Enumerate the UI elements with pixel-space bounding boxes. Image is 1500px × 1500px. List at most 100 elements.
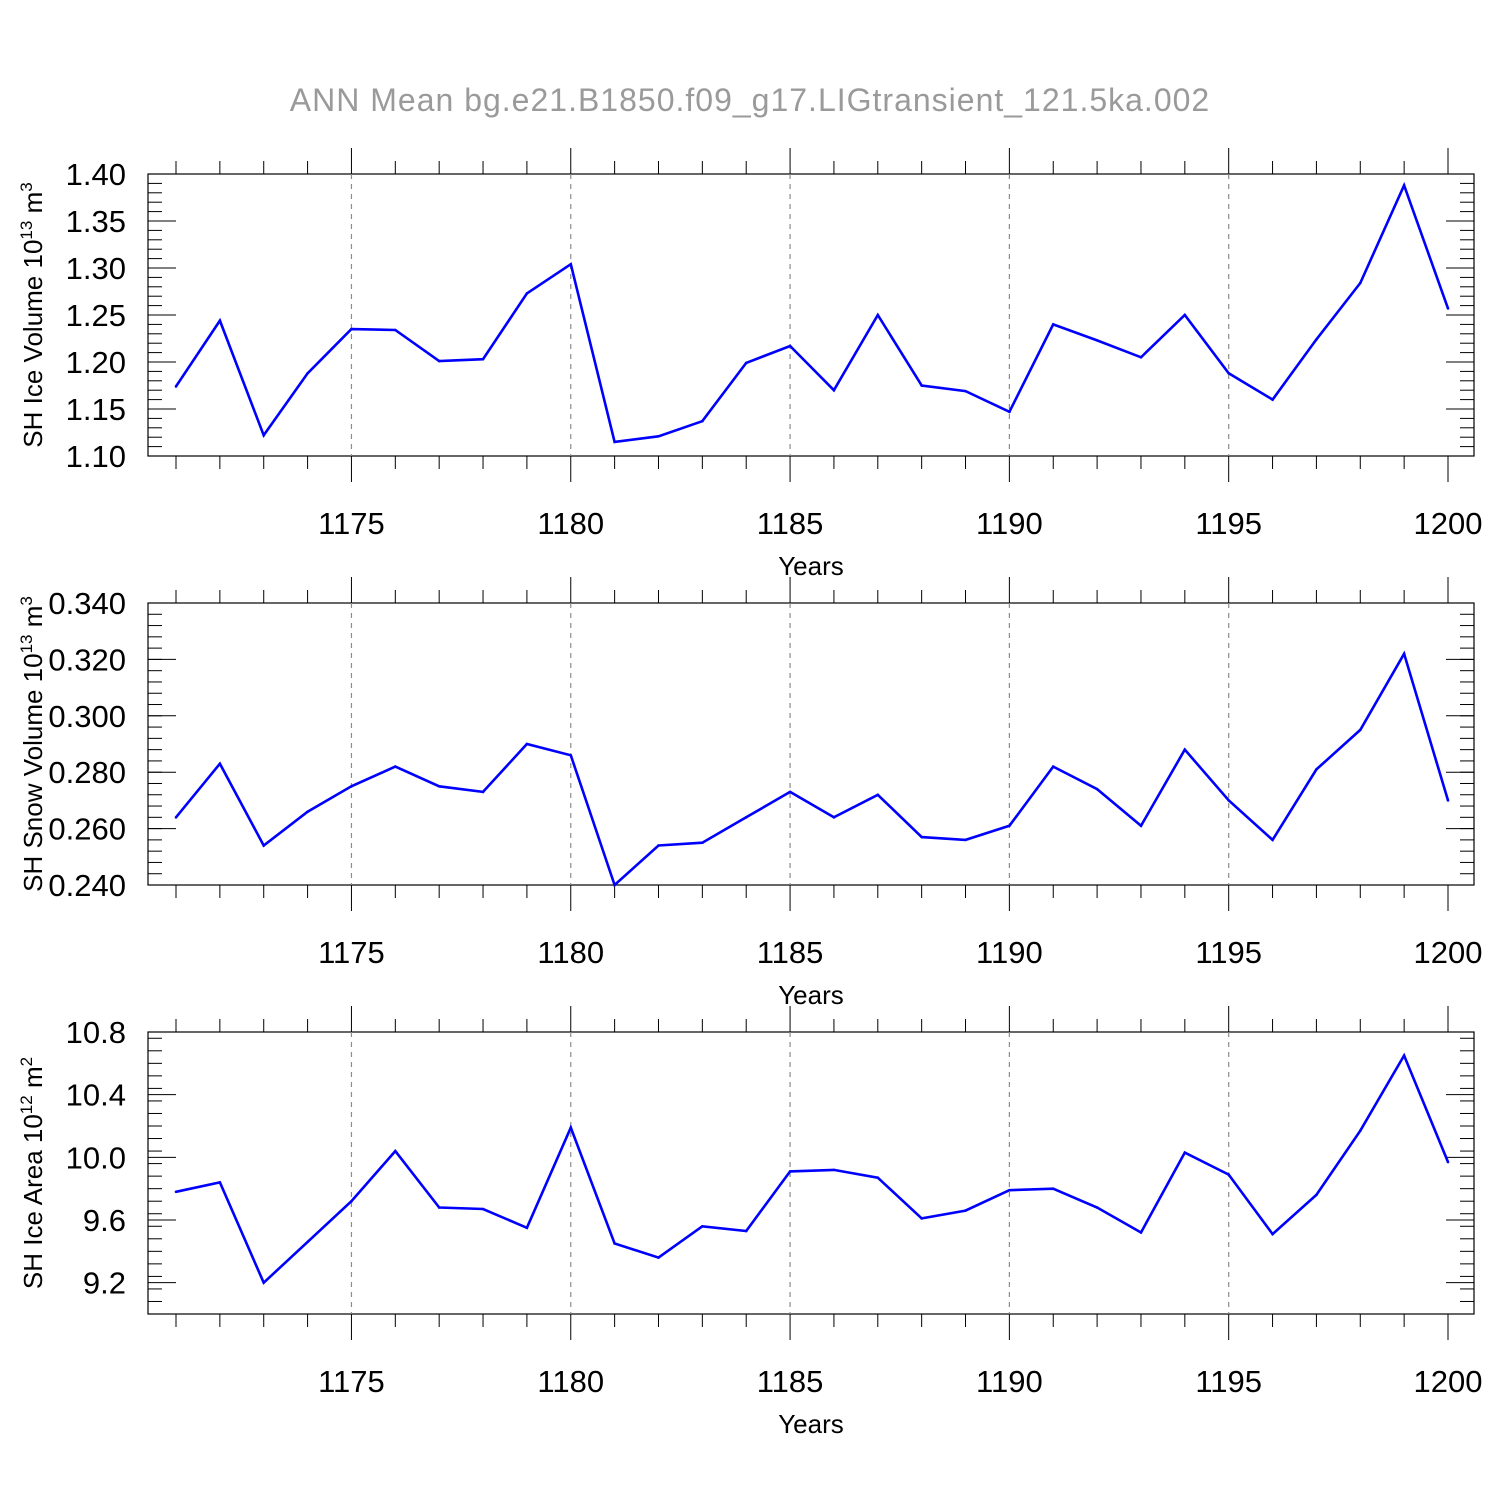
- panel-2: 1175 1180 1185 1190 1195 1200 Years 0.240 0.260 0…: [17, 577, 1482, 1010]
- data-point: [350, 1199, 353, 1203]
- data-point: [920, 835, 923, 839]
- data-point: [832, 388, 836, 392]
- data-point: [1051, 1187, 1055, 1190]
- data-point: [262, 434, 266, 437]
- data-point: [1139, 356, 1143, 359]
- data-point: [788, 1170, 792, 1173]
- y-axis-title: SH Ice Volume 1013 m3: [17, 182, 48, 447]
- y-axis-title-superscript: 12: [17, 1095, 36, 1114]
- data-point: [1402, 183, 1406, 187]
- data-point: [1227, 799, 1230, 802]
- data-point: [1008, 824, 1011, 828]
- data-point: [744, 361, 748, 365]
- data-point: [1139, 824, 1143, 828]
- data-point: [1051, 323, 1055, 326]
- y-axis-title-part: m: [18, 1066, 48, 1095]
- y-tick-label: 0.340: [48, 586, 126, 621]
- y-tick-label: 1.15: [66, 392, 126, 427]
- data-point: [525, 742, 529, 746]
- data-point: [569, 1126, 573, 1129]
- y-axis-title-superscript: 13: [17, 221, 36, 240]
- data-point: [788, 344, 792, 348]
- data-point: [1227, 1173, 1230, 1176]
- data-point: [306, 371, 309, 375]
- plot-frame: [147, 1031, 1475, 1315]
- x-tick-label: 1185: [757, 935, 824, 970]
- y-tick-label: 1.25: [66, 298, 126, 333]
- data-point: [964, 1209, 967, 1212]
- plot-frame: [147, 173, 1475, 457]
- data-point: [1358, 1129, 1362, 1132]
- data-point: [788, 790, 792, 794]
- data-point: [569, 262, 573, 266]
- data-point: [394, 765, 397, 768]
- x-tick-label: 1190: [976, 935, 1043, 970]
- x-tick-label: 1190: [976, 506, 1043, 541]
- data-point: [437, 359, 441, 363]
- y-axis-title-part: SH Ice Area 10: [18, 1114, 48, 1289]
- data-point: [1008, 410, 1011, 414]
- data-point: [1271, 398, 1274, 401]
- data-point: [920, 1217, 923, 1220]
- data-point: [1315, 768, 1318, 771]
- y-tick-label: 0.320: [48, 642, 126, 677]
- series-line: [174, 650, 1450, 888]
- y-tick-label: 0.260: [48, 812, 126, 847]
- series-line: [175, 1052, 1450, 1285]
- data-point: [1095, 339, 1099, 342]
- y-axis-title-superscript: 2: [17, 1057, 36, 1066]
- data-point: [657, 1256, 660, 1259]
- data-point: [613, 883, 616, 887]
- y-axis-title-superscript: 3: [17, 596, 36, 605]
- y-tick-label: 9.2: [83, 1266, 126, 1301]
- plot-frame: [147, 602, 1475, 886]
- x-axis-title: Years: [778, 1409, 844, 1439]
- data-point: [1051, 765, 1055, 768]
- x-tick-label: 1180: [537, 1364, 604, 1399]
- data-point: [1446, 799, 1450, 802]
- data-point: [1358, 728, 1362, 732]
- y-axis-title-part: m: [18, 606, 48, 635]
- y-tick-label: 1.10: [66, 439, 126, 474]
- data-point: [1446, 1160, 1450, 1164]
- series-line: [174, 181, 1450, 444]
- data-point: [262, 844, 266, 847]
- data-point: [1271, 1232, 1274, 1236]
- panel-3: 1175 1180 1185 1190 1195 1200 Years 9.2 9.6 10.0 1…: [17, 1006, 1482, 1439]
- data-point: [481, 790, 485, 794]
- data-point: [613, 440, 616, 444]
- data-point: [350, 785, 353, 788]
- data-point: [701, 1224, 704, 1228]
- data-point: [174, 816, 178, 819]
- data-point: [744, 1229, 748, 1233]
- y-tick-label: 1.35: [66, 204, 126, 239]
- x-tick-label: 1200: [1414, 1364, 1483, 1399]
- data-point: [437, 785, 441, 788]
- data-point: [1183, 748, 1187, 751]
- y-axis-title-superscript: 3: [17, 182, 36, 191]
- data-point: [701, 419, 704, 423]
- data-point: [569, 753, 573, 757]
- data-point: [218, 319, 222, 322]
- data-point: [481, 1207, 485, 1211]
- data-point: [1271, 838, 1274, 842]
- data-point: [657, 844, 660, 847]
- y-tick-label: 10.8: [66, 1015, 126, 1050]
- panel-1: 1175 1180 1185 1190 1195 1200 Years 1.10 1.15 1.2…: [17, 148, 1482, 581]
- x-tick-label: 1190: [976, 1364, 1043, 1399]
- x-tick-label: 1195: [1195, 935, 1262, 970]
- y-tick-label: 0.280: [48, 755, 126, 790]
- y-axis-title-superscript: 13: [17, 634, 36, 653]
- data-point: [832, 816, 836, 819]
- data-point: [613, 1242, 616, 1245]
- x-axis-title: Years: [778, 980, 844, 1010]
- data-point: [964, 389, 967, 393]
- y-axis-title: SH Ice Area 1012 m2: [17, 1057, 48, 1289]
- y-tick-label: 1.20: [66, 345, 126, 380]
- data-point: [701, 841, 704, 844]
- data-point: [1008, 1188, 1011, 1192]
- y-tick-label: 1.30: [66, 251, 126, 286]
- x-tick-label: 1200: [1414, 506, 1483, 541]
- data-point: [350, 327, 353, 331]
